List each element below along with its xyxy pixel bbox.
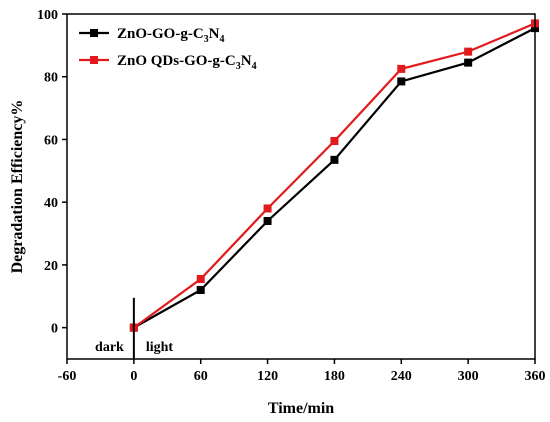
x-axis-title: Time/min [268, 400, 334, 417]
data-point [330, 137, 339, 146]
data-point [196, 275, 205, 284]
x-tick-label: 180 [324, 369, 345, 384]
y-tick-label: 20 [44, 259, 58, 274]
legend-label: ZnO QDs-GO-g-C3N4 [117, 53, 257, 72]
y-tick-label: 100 [37, 8, 58, 23]
data-point [196, 286, 205, 294]
x-axis-ticks: -60 0 60 120 180 240 300 360 [58, 359, 546, 384]
light-label: light [146, 340, 174, 355]
data-point [464, 47, 473, 56]
legend-swatch-marker [90, 29, 98, 37]
data-point [397, 77, 406, 86]
x-tick-label: 120 [257, 369, 278, 384]
legend-swatch-marker [90, 56, 98, 64]
plot-frame [66, 13, 536, 360]
y-tick-label: 40 [44, 196, 58, 211]
series-layer [129, 19, 539, 332]
y-tick-label: 80 [44, 71, 58, 86]
data-point [263, 217, 272, 225]
y-axis-ticks: 0 20 40 60 80 100 [37, 8, 67, 337]
data-point [263, 204, 272, 213]
dark-label: dark [95, 340, 124, 355]
x-tick-label: 300 [458, 369, 479, 384]
y-tick-label: 0 [51, 322, 58, 337]
x-tick-label: 60 [194, 369, 208, 384]
legend-item-2: ZnO QDs-GO-g-C3N4 [79, 53, 257, 72]
x-tick-label: 0 [130, 369, 137, 384]
data-point [397, 64, 406, 73]
legend-item-1: ZnO-GO-g-C3N4 [79, 26, 225, 45]
data-point [464, 58, 473, 67]
legend: ZnO-GO-g-C3N4 ZnO QDs-GO-g-C3N4 [79, 26, 257, 72]
data-point [330, 155, 339, 164]
series-line [133, 22, 536, 329]
y-tick-label: 60 [44, 133, 58, 148]
x-tick-label: 240 [391, 369, 412, 384]
y-axis-title: Degradation Efficiency% [9, 100, 26, 274]
x-tick-label: -60 [58, 369, 77, 384]
x-tick-label: 360 [525, 369, 546, 384]
legend-label: ZnO-GO-g-C3N4 [117, 26, 225, 45]
